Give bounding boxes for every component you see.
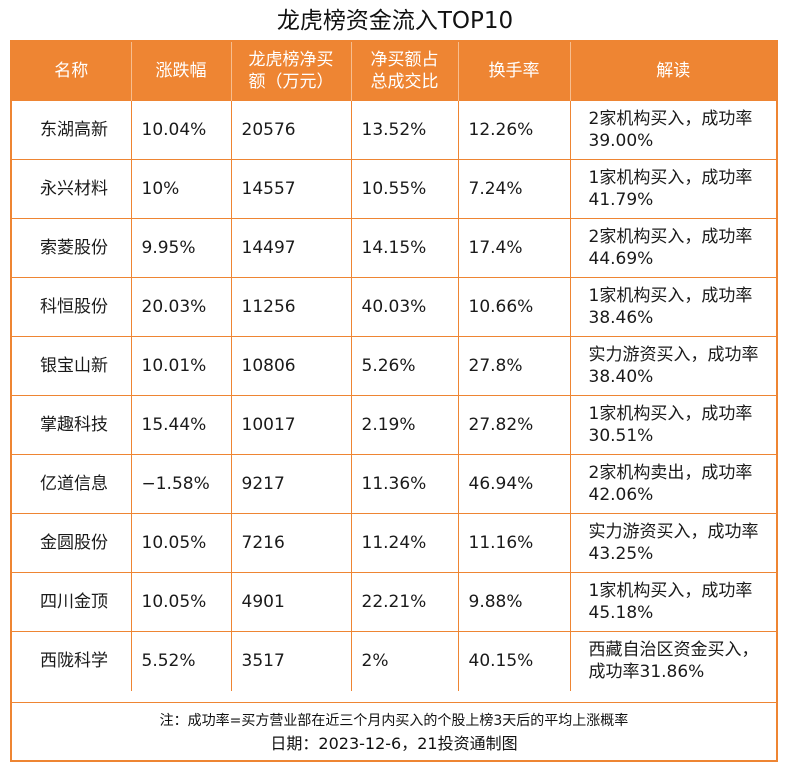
date-credit: 日期：2023-12-6，21投资通制图 [270, 734, 518, 753]
column-net-buy-ratio-cell: 2% [350, 631, 458, 691]
column-name-cell: 银宝山新 [12, 336, 131, 396]
column-change-cell: 10.04% [130, 100, 231, 160]
column-net-buy-ratio-cell: 2.19% [350, 395, 458, 455]
column-change-cell: 10.01% [130, 336, 231, 396]
column-net-buy-cell: 3517 [230, 631, 351, 691]
column-turnover-cell: 9.88% [457, 572, 570, 632]
column-net-buy-cell: 10806 [230, 336, 351, 396]
column-turnover-cell: 27.82% [457, 395, 570, 455]
column-net-buy-ratio-header: 净买额占总成交比 [350, 42, 458, 101]
column-change-header: 涨跌幅 [130, 42, 231, 101]
column-change-cell: −1.58% [130, 454, 231, 514]
column-name-cell: 东湖高新 [12, 100, 131, 160]
column-turnover-header: 换手率 [457, 42, 570, 101]
column-turnover-cell: 46.94% [457, 454, 570, 514]
table-row: 银宝山新 10.01% 10806 5.26% 27.8% 实力游资买入，成功率38.40… [12, 336, 776, 396]
column-net-buy-cell: 11256 [230, 277, 351, 337]
column-change-cell: 10.05% [130, 572, 231, 632]
column-interpretation-cell: 西藏自治区资金买入，成功率31.86% [569, 631, 776, 691]
table-row: 永兴材料 10% 14557 10.55% 7.24% 1家机构买入，成功率41.79% [12, 159, 776, 219]
column-interpretation-cell: 实力游资买入，成功率43.25% [569, 513, 776, 573]
table-row: 金圆股份 10.05% 7216 11.24% 11.16% 实力游资买入，成功率43.2… [12, 513, 776, 573]
column-turnover-cell: 7.24% [457, 159, 570, 219]
column-net-buy-cell: 20576 [230, 100, 351, 160]
column-net-buy-ratio-cell: 11.24% [350, 513, 458, 573]
column-name-cell: 四川金顶 [12, 572, 131, 632]
column-name-cell: 西陇科学 [12, 631, 131, 691]
column-net-buy-ratio-cell: 40.03% [350, 277, 458, 337]
table-footer: 注：成功率=买方营业部在近三个月内买入的个股上榜3天后的平均上涨概率 日期：20… [12, 702, 776, 755]
table-row: 掌趣科技 15.44% 10017 2.19% 27.82% 1家机构买入，成功率30.5… [12, 395, 776, 455]
column-name-cell: 科恒股份 [12, 277, 131, 337]
table-frame: 名称 涨跌幅 龙虎榜净买额（万元） 净买额占总成交比 换手率 解读 东湖高新 10.04% 2… [10, 40, 778, 762]
column-turnover-cell: 17.4% [457, 218, 570, 278]
column-net-buy-ratio-cell: 22.21% [350, 572, 458, 632]
column-change-cell: 15.44% [130, 395, 231, 455]
page-title: 龙虎榜资金流入TOP10 [276, 8, 514, 34]
table-row: 索菱股份 9.95% 14497 14.15% 17.4% 2家机构买入，成功率44.69… [12, 218, 776, 278]
table-row: 亿道信息 −1.58% 9217 11.36% 46.94% 2家机构卖出，成功率42.0… [12, 454, 776, 514]
table-row: 四川金顶 10.05% 4901 22.21% 9.88% 1家机构买入，成功率45.18… [12, 572, 776, 632]
table-body: 东湖高新 10.04% 20576 13.52% 12.26% 2家机构买入，成功率39.… [12, 100, 776, 691]
column-interpretation-cell: 实力游资买入，成功率38.40% [569, 336, 776, 396]
column-change-cell: 5.52% [130, 631, 231, 691]
column-net-buy-cell: 14497 [230, 218, 351, 278]
table-row: 西陇科学 5.52% 3517 2% 40.15% 西藏自治区资金买入，成功率31.86% [12, 631, 776, 691]
column-name-cell: 索菱股份 [12, 218, 131, 278]
column-net-buy-cell: 14557 [230, 159, 351, 219]
column-change-cell: 9.95% [130, 218, 231, 278]
column-net-buy-ratio-cell: 5.26% [350, 336, 458, 396]
column-name-header: 名称 [12, 42, 131, 101]
column-name-cell: 金圆股份 [12, 513, 131, 573]
column-net-buy-ratio-cell: 10.55% [350, 159, 458, 219]
column-interpretation-cell: 2家机构卖出，成功率42.06% [569, 454, 776, 514]
column-name-cell: 掌趣科技 [12, 395, 131, 455]
footnote: 注：成功率=买方营业部在近三个月内买入的个股上榜3天后的平均上涨概率 [159, 713, 629, 729]
column-interpretation-cell: 1家机构买入，成功率38.46% [569, 277, 776, 337]
column-name-cell: 亿道信息 [12, 454, 131, 514]
column-interpretation-cell: 2家机构买入，成功率39.00% [569, 100, 776, 160]
column-name-cell: 永兴材料 [12, 159, 131, 219]
column-net-buy-cell: 7216 [230, 513, 351, 573]
column-interpretation-header: 解读 [569, 42, 776, 101]
column-net-buy-ratio-cell: 14.15% [350, 218, 458, 278]
column-net-buy-cell: 4901 [230, 572, 351, 632]
column-interpretation-cell: 2家机构买入，成功率44.69% [569, 218, 776, 278]
column-net-buy-cell: 9217 [230, 454, 351, 514]
column-change-cell: 10.05% [130, 513, 231, 573]
column-interpretation-cell: 1家机构买入，成功率30.51% [569, 395, 776, 455]
capital-inflow-table: 名称 涨跌幅 龙虎榜净买额（万元） 净买额占总成交比 换手率 解读 东湖高新 10.04% 2… [12, 42, 776, 691]
column-change-cell: 20.03% [130, 277, 231, 337]
column-net-buy-ratio-cell: 11.36% [350, 454, 458, 514]
column-turnover-cell: 27.8% [457, 336, 570, 396]
table-row: 东湖高新 10.04% 20576 13.52% 12.26% 2家机构买入，成功率39.… [12, 100, 776, 160]
column-change-cell: 10% [130, 159, 231, 219]
column-net-buy-header: 龙虎榜净买额（万元） [230, 42, 351, 101]
column-net-buy-ratio-cell: 13.52% [350, 100, 458, 160]
column-interpretation-cell: 1家机构买入，成功率45.18% [569, 572, 776, 632]
column-turnover-cell: 40.15% [457, 631, 570, 691]
table-header-row: 名称 涨跌幅 龙虎榜净买额（万元） 净买额占总成交比 换手率 解读 [12, 42, 776, 101]
column-turnover-cell: 11.16% [457, 513, 570, 573]
table-row: 科恒股份 20.03% 11256 40.03% 10.66% 1家机构买入，成功率38.… [12, 277, 776, 337]
column-turnover-cell: 10.66% [457, 277, 570, 337]
column-net-buy-cell: 10017 [230, 395, 351, 455]
column-turnover-cell: 12.26% [457, 100, 570, 160]
column-interpretation-cell: 1家机构买入，成功率41.79% [569, 159, 776, 219]
